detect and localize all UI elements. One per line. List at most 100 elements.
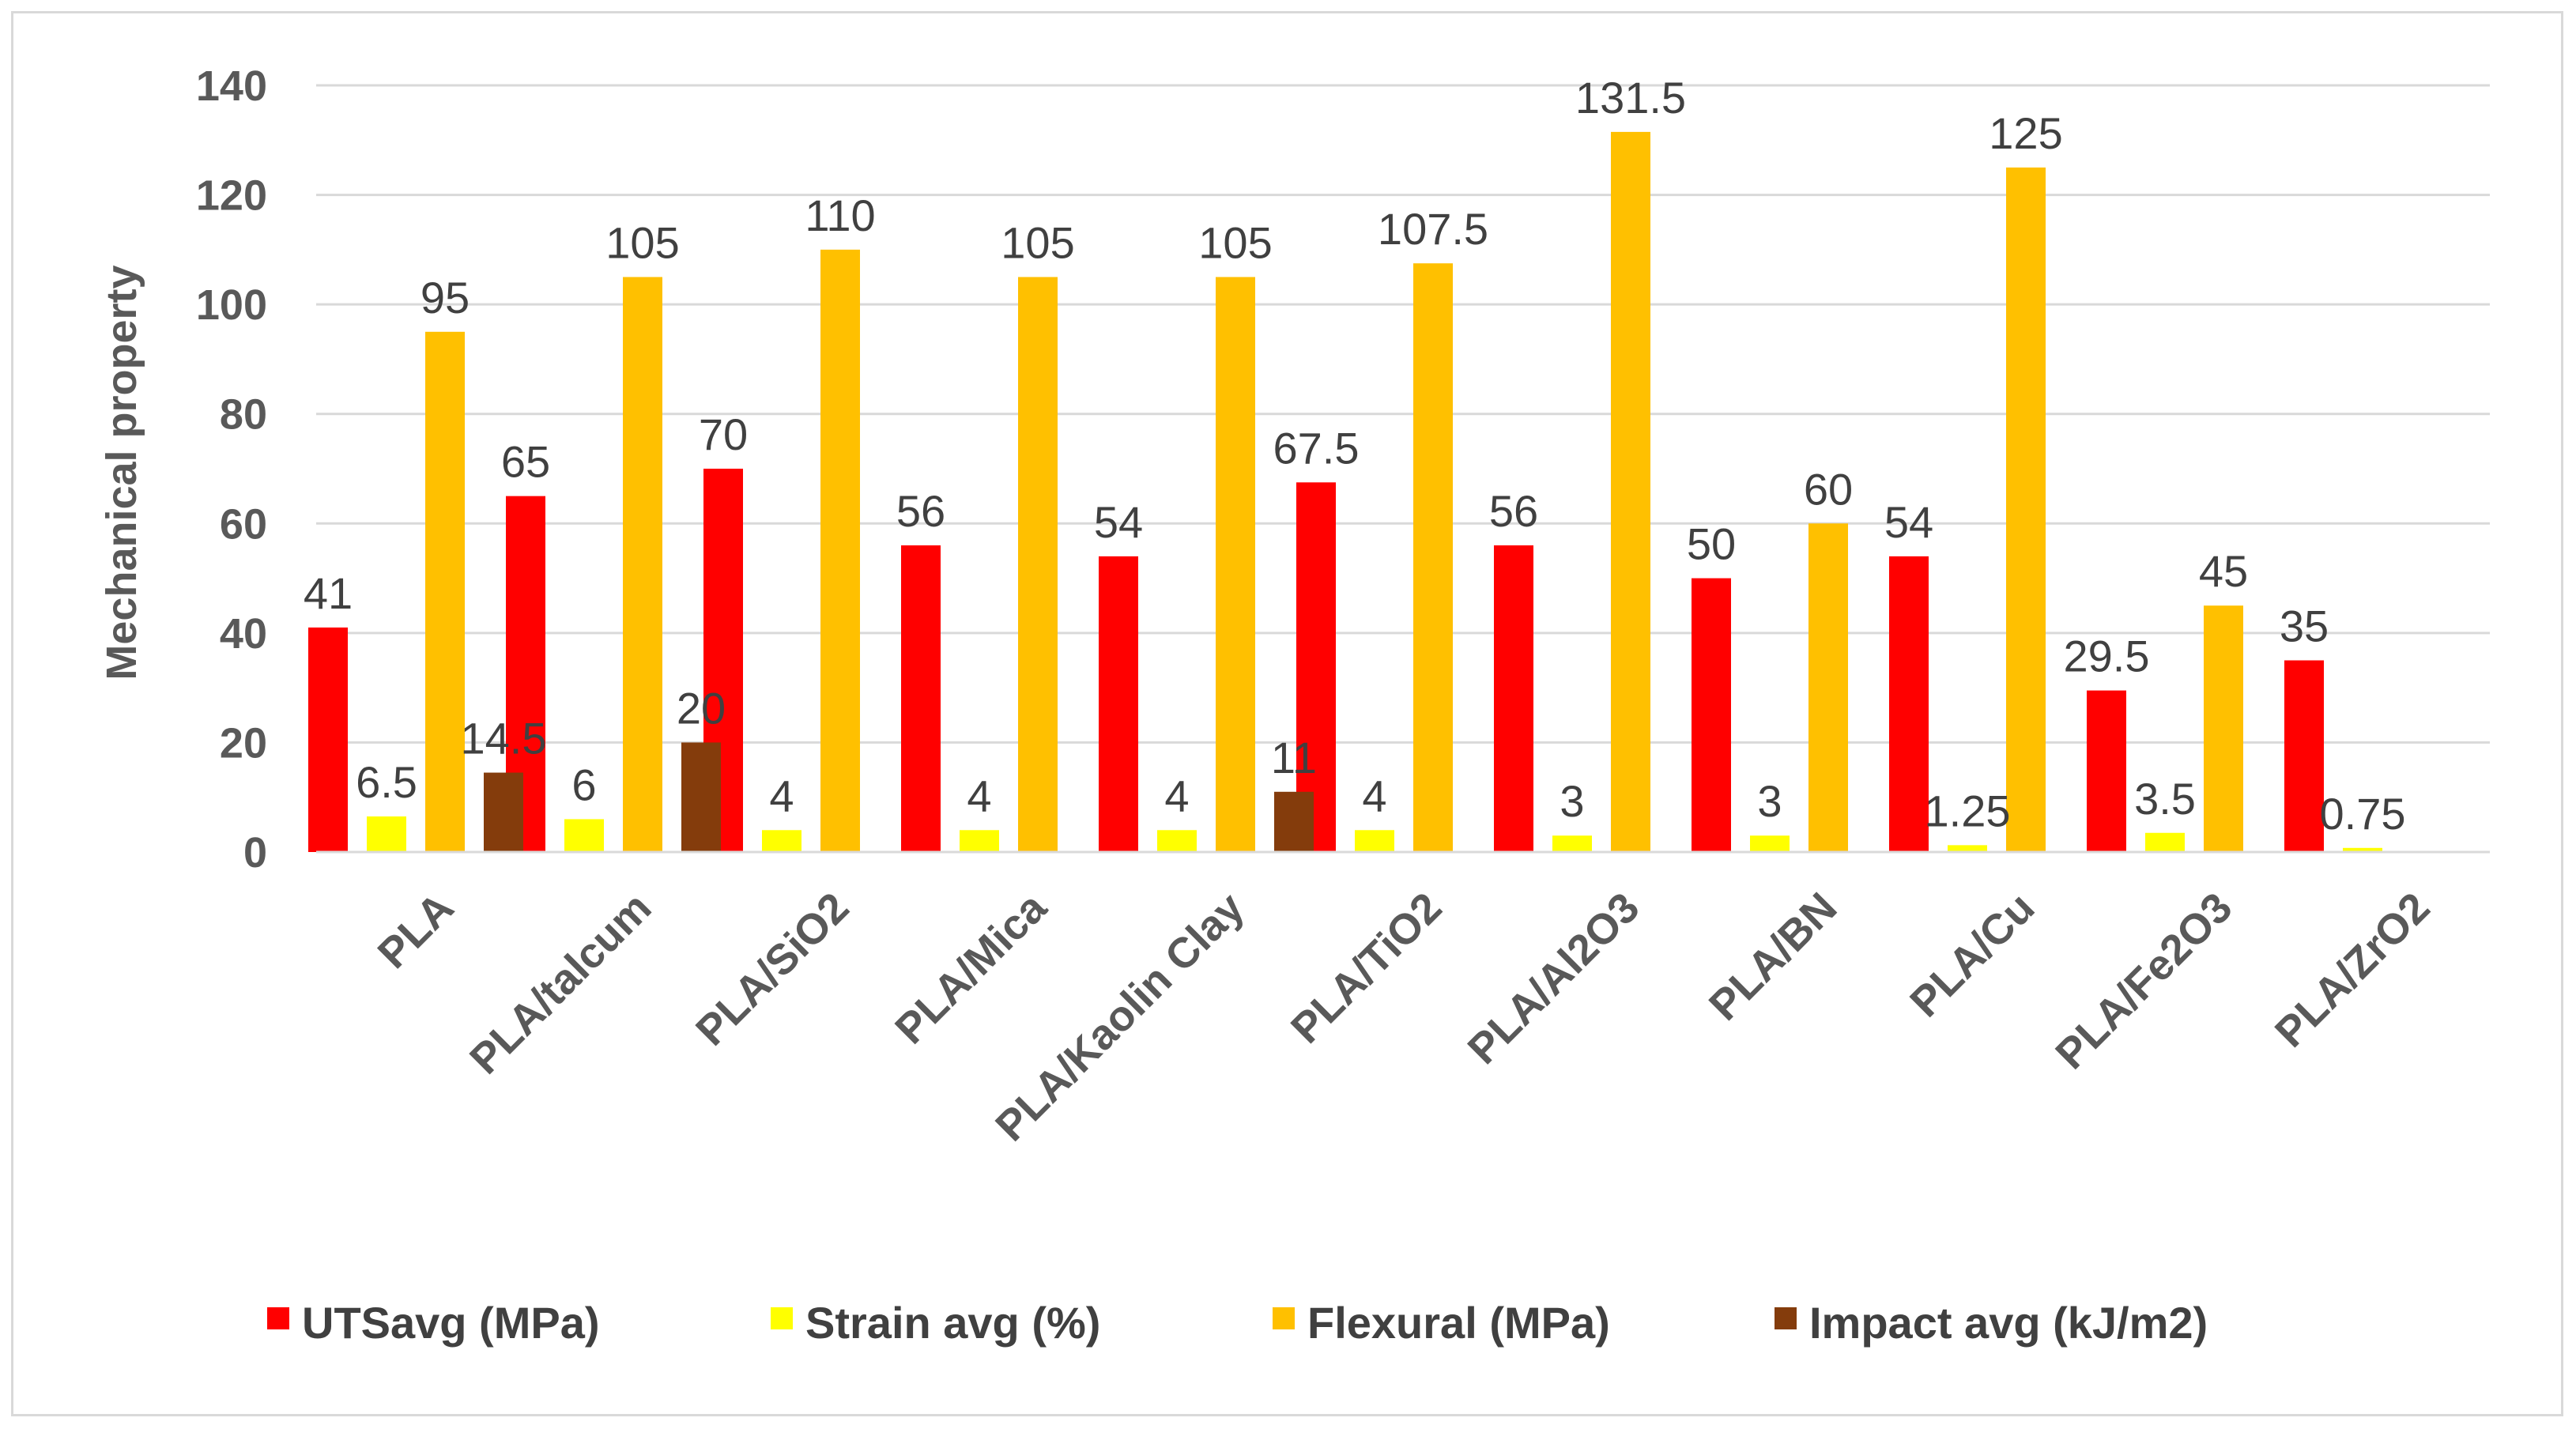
bar — [1018, 277, 1058, 852]
legend-swatch — [771, 1307, 793, 1329]
legend-label: UTSavg (MPa) — [302, 1298, 600, 1348]
data-label: 4 — [1362, 771, 1386, 820]
data-label: 107.5 — [1378, 204, 1488, 254]
bar — [623, 277, 662, 852]
bar — [1274, 791, 1314, 852]
bar — [1808, 523, 1848, 852]
legend: UTSavg (MPa) Strain avg (%) Flexural (MPa)… — [267, 1298, 2208, 1348]
data-label: 4 — [769, 771, 794, 820]
data-label: 3.5 — [2134, 774, 2196, 824]
bar — [1157, 830, 1197, 852]
bar — [1948, 845, 1987, 852]
bars — [308, 131, 2382, 853]
data-label: 125 — [1989, 108, 2062, 158]
bar — [367, 816, 406, 852]
bar — [1692, 578, 1731, 852]
legend-label: Flexural (MPa) — [1307, 1298, 1610, 1348]
gridlines — [316, 84, 2490, 744]
bar — [1889, 556, 1929, 852]
data-label: 0.75 — [2320, 789, 2406, 839]
bar — [484, 772, 523, 852]
data-label: 110 — [805, 190, 875, 240]
data-labels: 41 65 70 56 54 67.5 56 50 54 29.5 35 6.5 6 4 4 4 4 3 3 1.25… — [304, 73, 2406, 839]
data-label: 41 — [304, 568, 353, 618]
data-label: 14.5 — [461, 714, 547, 764]
bar — [681, 742, 721, 852]
bar — [1552, 835, 1592, 852]
bar — [564, 819, 604, 852]
x-category-label: PLA/SiO2 — [687, 884, 858, 1054]
legend-label: Impact avg (kJ/m2) — [1809, 1298, 2208, 1348]
data-label: 54 — [1094, 497, 1143, 547]
legend-swatch — [1775, 1307, 1797, 1329]
data-label: 3 — [1560, 776, 1584, 826]
data-label: 50 — [1687, 519, 1736, 569]
bar — [2343, 847, 2382, 852]
data-label: 56 — [1489, 486, 1538, 536]
data-label: 6 — [571, 760, 596, 809]
x-category-label: PLA/Cu — [1901, 884, 2043, 1026]
legend-swatch — [267, 1307, 289, 1329]
legend-swatch — [1273, 1307, 1295, 1329]
data-label: 20 — [677, 683, 726, 733]
bar — [960, 830, 999, 852]
legend-label: Strain avg (%) — [805, 1298, 1100, 1348]
x-category-label: PLA/ZrO2 — [2266, 884, 2439, 1057]
bar — [820, 249, 860, 852]
data-label: 56 — [896, 486, 945, 536]
data-label: 131.5 — [1575, 73, 1686, 123]
data-label: 6.5 — [356, 757, 417, 807]
bar — [901, 545, 941, 852]
bar — [2087, 690, 2126, 852]
bar — [1216, 277, 1255, 852]
data-label: 35 — [2280, 601, 2329, 651]
data-label: 105 — [605, 218, 679, 268]
data-label: 4 — [1164, 771, 1189, 820]
bar — [1296, 482, 1336, 852]
x-category-label: PLA/talcum — [461, 884, 660, 1083]
data-label: 4 — [967, 771, 991, 820]
x-category-label: PLA/TiO2 — [1282, 884, 1451, 1053]
y-tick-label: 0 — [243, 829, 267, 877]
x-category-label: PLA — [369, 884, 463, 978]
bar — [2145, 832, 2185, 852]
bar — [1355, 830, 1394, 852]
bar — [2284, 660, 2324, 852]
bar — [2204, 605, 2243, 852]
y-tick-label: 60 — [220, 500, 267, 548]
x-category-label: PLA/BN — [1700, 884, 1846, 1030]
x-category-label: PLA/Fe2O3 — [2046, 884, 2241, 1078]
data-label: 105 — [1198, 218, 1272, 268]
y-tick-label: 100 — [196, 281, 267, 329]
y-tick-label: 120 — [196, 172, 267, 220]
data-label: 70 — [699, 409, 748, 459]
data-label: 54 — [1884, 497, 1933, 547]
data-label: 95 — [421, 273, 470, 322]
data-label: 45 — [2199, 546, 2248, 596]
data-label: 60 — [1804, 464, 1853, 514]
y-axis-ticks: 0 20 40 60 80 100 120 140 — [196, 62, 267, 877]
bar — [308, 627, 348, 852]
data-label: 65 — [501, 437, 550, 487]
bar — [1413, 263, 1453, 852]
y-tick-label: 40 — [220, 610, 267, 658]
bar — [425, 331, 465, 852]
y-tick-label: 20 — [220, 719, 267, 767]
bar — [1099, 556, 1138, 852]
x-category-label: PLA/Mica — [886, 883, 1056, 1053]
bar — [1494, 545, 1533, 852]
x-category-label: PLA/Al2O3 — [1459, 884, 1649, 1073]
y-tick-label: 140 — [196, 62, 267, 110]
y-tick-label: 80 — [220, 391, 267, 439]
data-label: 29.5 — [2064, 632, 2150, 681]
bar — [1611, 131, 1650, 853]
data-label: 1.25 — [1925, 786, 2011, 835]
data-label: 67.5 — [1273, 423, 1360, 473]
bar — [2006, 167, 2046, 852]
data-label: 3 — [1757, 776, 1782, 826]
data-label: 11 — [1271, 733, 1317, 782]
bar — [762, 830, 801, 852]
bar — [1750, 835, 1790, 852]
